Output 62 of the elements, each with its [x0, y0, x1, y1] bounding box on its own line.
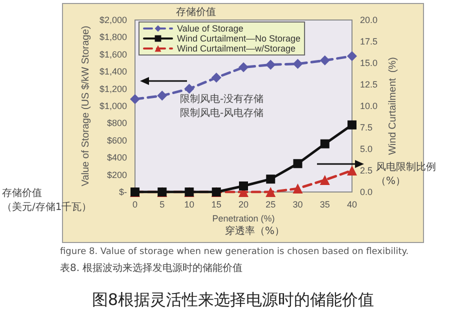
- x-tick-label: 0: [132, 200, 138, 210]
- point: [184, 84, 194, 94]
- y-tick-label: $2,000: [99, 15, 127, 25]
- y2-tick-label: 2.5: [360, 166, 373, 176]
- y-axis-title: Value of Storage (US $/kW Storage): [80, 26, 92, 186]
- point: [320, 55, 330, 66]
- point: [293, 159, 302, 168]
- text: 风电限制比例（%）: [376, 160, 436, 188]
- y2-tick-label: 17.5: [360, 36, 378, 46]
- point: [320, 174, 330, 185]
- point: [266, 60, 276, 70]
- point: [266, 174, 276, 184]
- caption: figure 8. Value of storage when new generation is chosen based on flexibility.: [60, 247, 409, 257]
- x-axis-title: Penetration (%): [212, 213, 275, 224]
- annotation: 限制风电-没有存储: [180, 92, 264, 106]
- x-tick-label: 35: [320, 200, 330, 210]
- text: 表8. 根据波动来选择发电源时的储能价值: [60, 262, 243, 275]
- point: [130, 94, 140, 104]
- point: [347, 51, 357, 62]
- y2-axis-title: Wind Curtailment (%): [388, 57, 398, 155]
- y-tick-label: $600: [106, 135, 127, 146]
- point: [157, 90, 168, 101]
- y-tick-label: $1,200: [99, 84, 127, 94]
- y2-tick-label: 7.5: [360, 122, 373, 132]
- x-tick-label: 25: [266, 200, 276, 210]
- point: [348, 120, 356, 130]
- legend-label: Wind Curtailment—w/Storage: [177, 44, 296, 54]
- point: [347, 166, 357, 176]
- y-tick-label: $200: [106, 170, 127, 180]
- y2-tick-label: 0.0: [360, 187, 373, 197]
- text: 存储价值: [176, 6, 216, 19]
- y-tick-label: $1,000: [99, 101, 127, 111]
- x-tick-label: 30: [292, 200, 303, 210]
- caption: 图8根据灵活性来选择电源时的储能价值: [90, 290, 376, 311]
- y-tick-label: $1,400: [99, 66, 127, 77]
- x-tick-label: 20: [238, 200, 249, 210]
- point: [211, 72, 222, 83]
- y-tick-label: $400: [106, 152, 127, 163]
- y2-tick-label: 12.5: [360, 80, 378, 90]
- y2-tick-label: 20.0: [360, 15, 378, 25]
- y-tick-label: $1,600: [99, 49, 127, 60]
- annotation: 限制风电-风电存储: [180, 106, 264, 120]
- point: [292, 184, 303, 194]
- y2-tick-label: 10.0: [360, 101, 378, 111]
- y-tick-label: $1,800: [99, 32, 127, 42]
- legend-label: Wind Curtailment—No Storage: [177, 34, 301, 44]
- point: [292, 58, 303, 69]
- text: 存储价值（美元/存储1千瓦）: [2, 186, 92, 214]
- x-tick-label: 15: [211, 200, 222, 210]
- y-tick-label: $-: [118, 187, 127, 197]
- x-tick-label: 40: [346, 200, 358, 210]
- x-tick-label: 10: [184, 200, 194, 210]
- text: 穿透率（%）: [225, 224, 285, 238]
- y-tick-label: $800: [106, 118, 127, 128]
- point: [239, 181, 248, 190]
- legend-label: Value of Storage: [177, 24, 244, 34]
- point: [238, 62, 248, 72]
- y2-tick-label: 5.0: [360, 144, 373, 154]
- y2-tick-label: 15.0: [360, 58, 378, 68]
- x-tick-label: 5: [160, 200, 165, 210]
- point: [266, 187, 276, 197]
- point: [320, 139, 330, 148]
